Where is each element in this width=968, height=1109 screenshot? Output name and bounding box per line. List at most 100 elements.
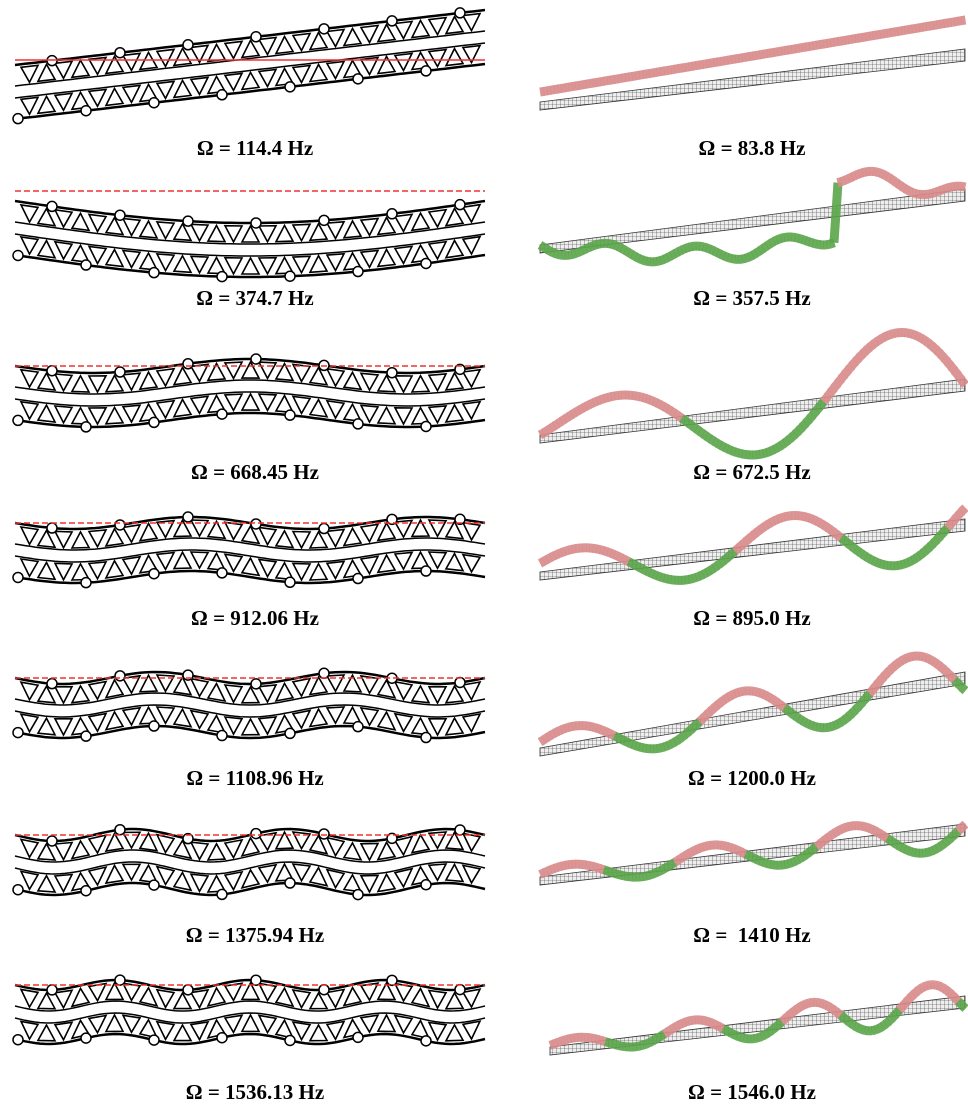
frequency-label: Ω = 895.0 Hz xyxy=(693,606,810,630)
ribbon-segment xyxy=(924,985,928,986)
ribbon-segment xyxy=(770,241,774,243)
ribbon-segment xyxy=(827,393,831,398)
ribbon-segment xyxy=(550,1044,554,1045)
ribbon-segment xyxy=(770,698,774,700)
lattice-cell xyxy=(174,368,191,385)
lattice-cell xyxy=(123,1015,140,1032)
ribbon-segment xyxy=(892,1014,896,1018)
lattice-cell xyxy=(174,400,191,417)
lattice-cell xyxy=(174,48,191,65)
ribbon-segment xyxy=(714,705,718,708)
lattice-node xyxy=(149,1035,159,1045)
lattice-node xyxy=(353,574,363,584)
lattice-cell xyxy=(123,53,140,70)
ribbon-segment xyxy=(540,433,544,435)
lattice-cell xyxy=(55,687,72,703)
lattice-node xyxy=(149,268,159,278)
ribbon-segment xyxy=(692,426,696,429)
ribbon-segment xyxy=(830,243,834,244)
ribbon-segment xyxy=(806,852,810,855)
ribbon-segment xyxy=(930,659,934,661)
ribbon-segment xyxy=(837,1012,841,1015)
lattice-cell xyxy=(293,256,310,272)
ribbon-segment xyxy=(647,1042,651,1044)
ribbon-segment xyxy=(908,560,912,562)
lattice-cell xyxy=(429,210,446,227)
ribbon-segment xyxy=(724,60,728,61)
ribbon-segment xyxy=(611,553,615,554)
ribbon-segment xyxy=(696,429,700,432)
ribbon-segment xyxy=(561,419,565,421)
ribbon-segment xyxy=(813,45,817,46)
lattice-cell xyxy=(276,531,293,548)
ribbon-segment xyxy=(625,250,629,252)
ribbon-segment xyxy=(721,61,725,62)
lattice-cell xyxy=(395,214,412,231)
ribbon-segment xyxy=(565,87,569,88)
ribbon-segment xyxy=(636,396,640,397)
lattice-cell xyxy=(123,251,140,268)
lattice-cell xyxy=(259,865,276,882)
lattice-cell xyxy=(157,49,174,66)
ribbon-segment xyxy=(823,397,827,402)
lattice-cell xyxy=(310,1025,327,1041)
ribbon-segment xyxy=(593,244,597,245)
ribbon-segment xyxy=(894,663,898,666)
lattice-cell xyxy=(157,1022,174,1040)
ribbon-segment xyxy=(721,560,725,563)
lattice-cell xyxy=(55,93,72,110)
ribbon-segment xyxy=(891,333,895,334)
lattice-node xyxy=(251,354,261,364)
ribbon-segment xyxy=(731,59,735,60)
ribbon-segment xyxy=(884,33,888,34)
ribbon-segment xyxy=(912,558,916,560)
mode-shape-3d xyxy=(540,171,966,262)
ribbon-segment xyxy=(717,253,721,255)
ribbon-segment xyxy=(611,396,615,397)
lattice-node xyxy=(217,272,227,282)
lattice-cell xyxy=(327,990,344,1008)
ribbon-segment xyxy=(713,1023,717,1025)
ribbon-segment xyxy=(944,23,948,24)
ribbon-segment xyxy=(770,864,774,865)
ribbon-segment xyxy=(961,20,965,21)
ribbon-segment xyxy=(767,244,771,246)
frequency-label: Ω = 668.45 Hz xyxy=(191,460,319,484)
lattice-cell xyxy=(344,29,361,46)
ribbon-segment xyxy=(848,826,852,827)
ribbon-segment xyxy=(873,171,877,172)
beam-edge xyxy=(15,31,485,86)
lattice-cell xyxy=(361,373,378,390)
ribbon-segment xyxy=(714,566,718,569)
ribbon-segment xyxy=(738,545,742,548)
lattice-node xyxy=(183,512,193,522)
lattice-cell xyxy=(55,242,72,259)
lattice-cell xyxy=(140,372,157,389)
lattice-cell xyxy=(21,402,38,419)
ribbon-segment xyxy=(802,855,806,857)
ribbon-segment xyxy=(774,448,778,450)
ribbon-segment xyxy=(923,657,927,658)
ribbon-segment xyxy=(706,570,710,572)
lattice-cell xyxy=(429,242,446,259)
ribbon-segment xyxy=(614,395,618,396)
ribbon-segment xyxy=(830,42,834,43)
ribbon-segment xyxy=(611,734,615,736)
ribbon-segment xyxy=(954,680,958,684)
ribbon-segment xyxy=(544,91,548,92)
ribbon-segment xyxy=(760,861,764,862)
ribbon-segment xyxy=(643,74,647,75)
ribbon-segment xyxy=(782,1019,786,1022)
lattice-cell xyxy=(242,72,259,89)
lattice-cell xyxy=(21,839,38,857)
lattice-cell xyxy=(293,396,310,413)
lattice-cell xyxy=(395,22,412,39)
ribbon-segment xyxy=(791,49,795,50)
ribbon-segment xyxy=(607,243,611,244)
ribbon-segment xyxy=(604,551,608,552)
ribbon-segment xyxy=(600,550,604,551)
ribbon-segment xyxy=(764,1033,768,1035)
ribbon-segment xyxy=(880,337,884,339)
ribbon-segment xyxy=(607,871,611,872)
ribbon-segment xyxy=(689,246,693,247)
